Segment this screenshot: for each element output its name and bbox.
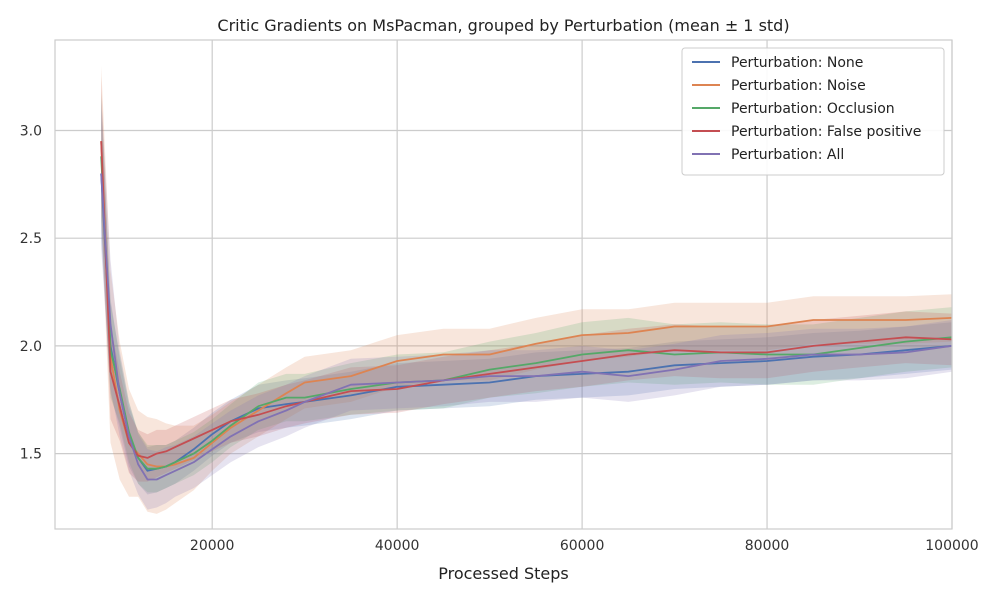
chart-title: Critic Gradients on MsPacman, grouped by… [217,16,789,35]
series-line-1 [100,141,953,468]
std-band-series-2 [101,91,952,493]
legend-entry-label: Perturbation: Occlusion [731,101,895,117]
y-tick-label: 2.0 [20,339,42,355]
legend-entry-label: Perturbation: Noise [731,78,866,94]
legend-box [681,47,945,176]
x-axis-label: Processed Steps [438,564,569,583]
x-tick-label: 100000 [925,538,978,554]
x-tick-label: 80000 [745,538,790,554]
plot-frame [54,39,953,530]
y-tick-label: 2.5 [20,231,42,247]
x-tick-label: 20000 [190,538,235,554]
series-lines-layer [100,141,953,481]
tick-labels-layer: 20000 40000 60000 80000 100000 1.5 2.0 2.5 3.0 [20,123,979,554]
legend-entry-label: Perturbation: All [731,147,844,163]
legend-entry-label: Perturbation: False positive [731,124,921,140]
y-tick-label: 1.5 [20,447,42,463]
std-band-series-1 [101,65,952,514]
legend-entry-label: Perturbation: None [731,55,863,71]
legend: Perturbation: None Perturbation: Noise Per… [681,47,945,176]
series-line-4 [100,173,953,481]
x-tick-label: 60000 [560,538,605,554]
x-tick-label: 40000 [375,538,420,554]
std-band-series-4 [101,98,952,510]
y-tick-label: 3.0 [20,123,42,139]
